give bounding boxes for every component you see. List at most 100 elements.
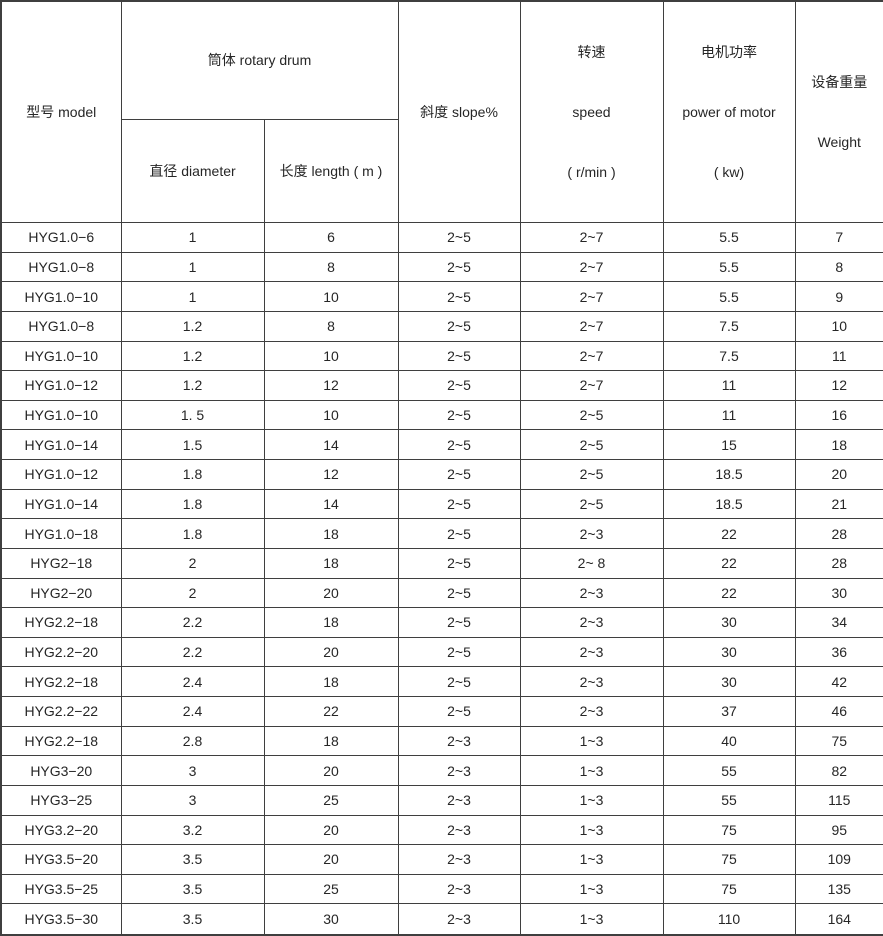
cell-power: 22 [663,548,795,578]
cell-power: 18.5 [663,460,795,490]
table-row: HYG2.2−22 2.4 22 2~5 2~3 37 46 [1,697,883,727]
cell-speed: 1~3 [520,904,663,935]
header-speed-line-cn: 转速 [521,42,663,62]
table-row: HYG3−20 3 20 2~3 1~3 55 82 [1,756,883,786]
spec-table-header: 型号 model 筒体 rotary drum 斜度 slope% 转速 spe… [1,1,883,223]
cell-diameter: 1 [121,252,264,282]
cell-diameter: 2.2 [121,608,264,638]
cell-speed: 2~3 [520,608,663,638]
cell-speed: 1~3 [520,726,663,756]
cell-speed: 2~3 [520,637,663,667]
cell-weight: 95 [795,815,883,845]
header-power-line-en: power of motor [664,102,795,122]
cell-model: HYG1.0−6 [1,223,121,253]
cell-diameter: 2 [121,578,264,608]
table-row: HYG1.0−12 1.2 12 2~5 2~7 11 12 [1,371,883,401]
cell-model: HYG1.0−18 [1,519,121,549]
cell-length: 20 [264,756,398,786]
cell-diameter: 1 [121,282,264,312]
header-slope: 斜度 slope% [398,1,520,223]
header-speed-line-unit: ( r/min ) [521,162,663,182]
cell-slope: 2~5 [398,578,520,608]
cell-power: 22 [663,578,795,608]
table-row: HYG3.5−25 3.5 25 2~3 1~3 75 135 [1,874,883,904]
cell-diameter: 3.2 [121,815,264,845]
cell-slope: 2~5 [398,430,520,460]
cell-model: HYG2.2−18 [1,608,121,638]
cell-model: HYG2.2−20 [1,637,121,667]
cell-diameter: 1.8 [121,460,264,490]
cell-length: 10 [264,341,398,371]
cell-speed: 2~5 [520,430,663,460]
cell-weight: 9 [795,282,883,312]
cell-weight: 18 [795,430,883,460]
cell-speed: 2~7 [520,252,663,282]
cell-slope: 2~3 [398,726,520,756]
cell-power: 55 [663,785,795,815]
table-row: HYG1.0−10 1 10 2~5 2~7 5.5 9 [1,282,883,312]
cell-slope: 2~3 [398,904,520,935]
table-row: HYG1.0−10 1.2 10 2~5 2~7 7.5 11 [1,341,883,371]
cell-power: 7.5 [663,341,795,371]
cell-power: 75 [663,815,795,845]
header-drum-group: 筒体 rotary drum [121,1,398,119]
cell-length: 14 [264,430,398,460]
cell-diameter: 1.8 [121,489,264,519]
cell-speed: 2~5 [520,400,663,430]
cell-weight: 7 [795,223,883,253]
cell-length: 25 [264,874,398,904]
cell-slope: 2~3 [398,815,520,845]
cell-model: HYG1.0−10 [1,400,121,430]
cell-power: 5.5 [663,252,795,282]
cell-diameter: 1.2 [121,371,264,401]
header-power-line-unit: ( kw) [664,162,795,182]
cell-diameter: 3 [121,756,264,786]
cell-weight: 135 [795,874,883,904]
rotary-drum-spec-sheet: 型号 model 筒体 rotary drum 斜度 slope% 转速 spe… [0,0,883,802]
cell-power: 40 [663,726,795,756]
cell-speed: 2~ 8 [520,548,663,578]
cell-speed: 2~3 [520,697,663,727]
cell-model: HYG2.2−22 [1,697,121,727]
table-row: HYG1.0−10 1. 5 10 2~5 2~5 11 16 [1,400,883,430]
cell-length: 14 [264,489,398,519]
cell-power: 30 [663,608,795,638]
cell-weight: 75 [795,726,883,756]
table-row: HYG1.0−14 1.8 14 2~5 2~5 18.5 21 [1,489,883,519]
cell-speed: 1~3 [520,874,663,904]
cell-speed: 2~3 [520,519,663,549]
cell-power: 18.5 [663,489,795,519]
cell-power: 30 [663,667,795,697]
cell-length: 20 [264,637,398,667]
cell-speed: 2~7 [520,282,663,312]
table-row: HYG1.0−18 1.8 18 2~5 2~3 22 28 [1,519,883,549]
cell-diameter: 1.8 [121,519,264,549]
cell-model: HYG3−25 [1,785,121,815]
cell-weight: 16 [795,400,883,430]
cell-slope: 2~5 [398,341,520,371]
cell-model: HYG2.2−18 [1,667,121,697]
cell-model: HYG1.0−14 [1,489,121,519]
cell-power: 11 [663,371,795,401]
cell-slope: 2~5 [398,460,520,490]
table-row: HYG2.2−18 2.2 18 2~5 2~3 30 34 [1,608,883,638]
cell-length: 18 [264,548,398,578]
header-power-line-cn: 电机功率 [664,42,795,62]
cell-model: HYG1.0−12 [1,371,121,401]
cell-slope: 2~5 [398,608,520,638]
cell-slope: 2~5 [398,282,520,312]
cell-weight: 34 [795,608,883,638]
cell-slope: 2~3 [398,874,520,904]
cell-diameter: 2.8 [121,726,264,756]
cell-model: HYG3−20 [1,756,121,786]
cell-model: HYG3.5−20 [1,845,121,875]
header-model: 型号 model [1,1,121,223]
cell-diameter: 1.2 [121,341,264,371]
cell-model: HYG1.0−8 [1,252,121,282]
table-row: HYG1.0−6 1 6 2~5 2~7 5.5 7 [1,223,883,253]
cell-length: 20 [264,845,398,875]
cell-length: 22 [264,697,398,727]
cell-speed: 2~3 [520,667,663,697]
header-speed-line-en: speed [521,102,663,122]
